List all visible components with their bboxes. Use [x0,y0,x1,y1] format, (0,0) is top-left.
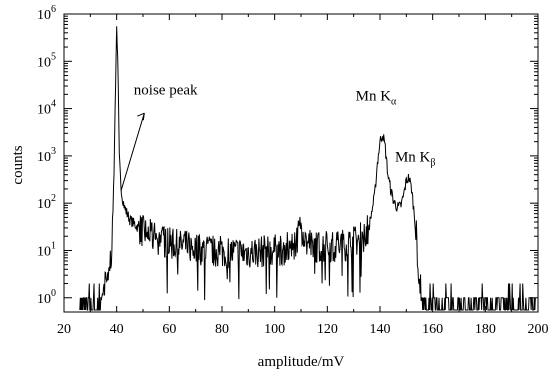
plot-frame [63,13,539,313]
x-tick-label: 200 [528,322,549,337]
noise-peak-arrow [120,113,145,192]
y-tick-label: 105 [37,51,56,70]
x-tick-label: 20 [57,322,71,337]
x-tick-label: 160 [422,322,443,337]
x-tick-label: 140 [370,322,391,337]
x-tick-label: 40 [110,322,124,337]
y-tick-label: 102 [37,193,56,212]
y-tick-label: 100 [37,288,56,307]
y-tick-label: 101 [37,240,56,259]
x-axis-ticks: 20 40 60 80 100 120 140 160 180 200 [57,14,549,337]
series-line [79,26,536,311]
x-tick-label: 60 [162,322,176,337]
y-axis-label: counts [10,145,26,184]
y-tick-label: 104 [37,99,56,118]
mn-k-beta-label: Mn Kβ [395,149,436,168]
y-tick-label: 106 [37,4,56,23]
noise-peak-arrowhead [137,112,145,121]
y-tick-label: 103 [37,146,56,165]
annotations: noise peak Mn Kα Mn Kβ [120,82,436,192]
y-axis-ticks: 100 101 102 103 104 105 106 [37,4,538,307]
noise-peak-label: noise peak [134,82,198,98]
x-tick-label: 80 [215,322,229,337]
x-tick-label: 180 [475,322,496,337]
x-tick-label: 100 [264,322,285,337]
x-tick-label: 120 [317,322,338,337]
x-axis-label: amplitude/mV [258,354,345,370]
mn-k-alpha-label: Mn Kα [356,88,397,107]
